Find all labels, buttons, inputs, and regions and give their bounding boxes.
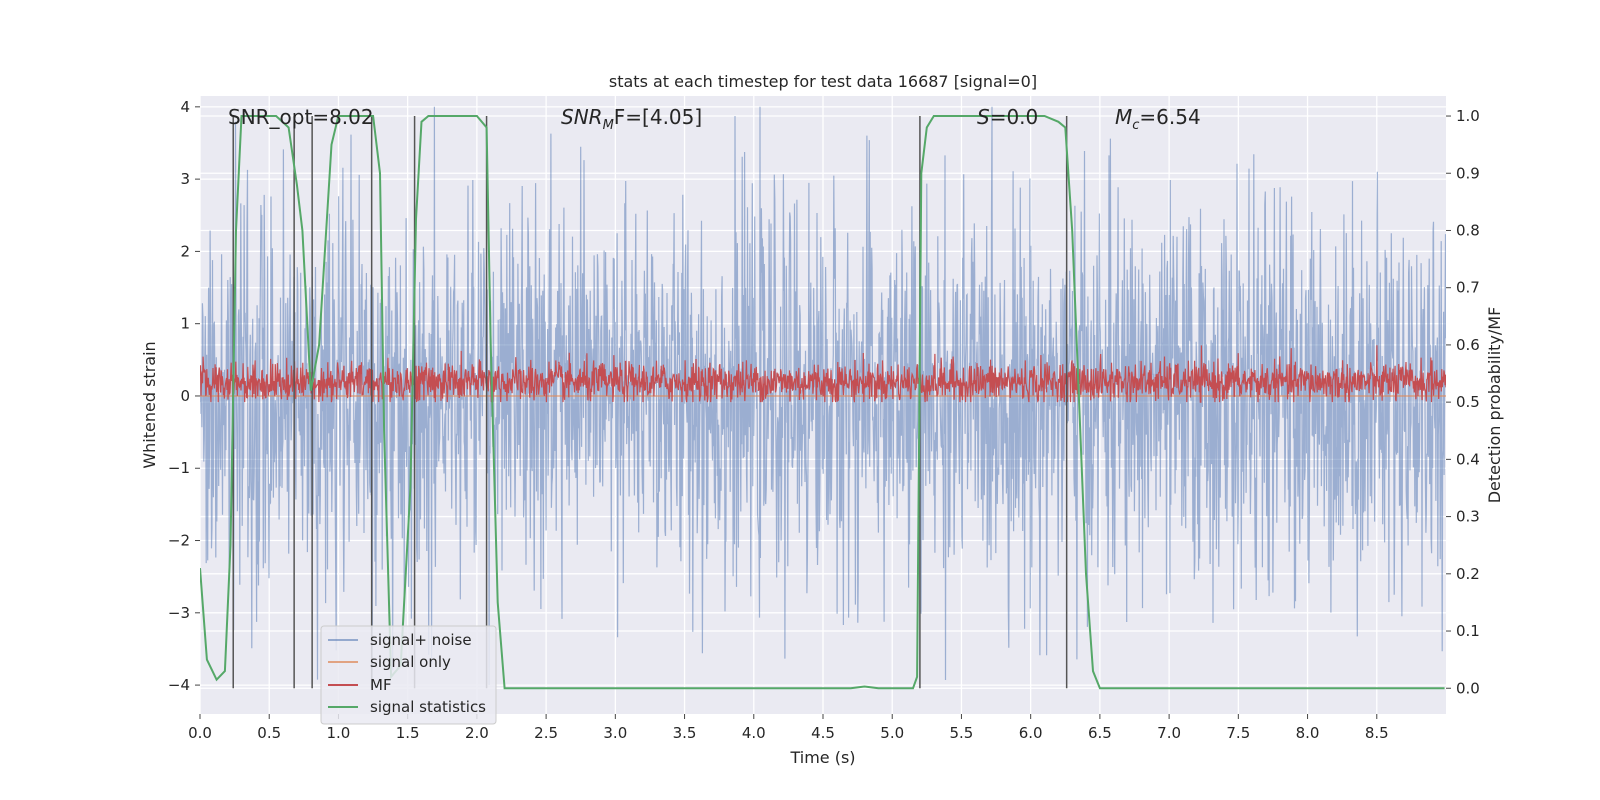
y-axis-left-label: Whitened strain: [140, 341, 159, 468]
y-right-tick-label: 1.0: [1456, 107, 1480, 125]
x-tick-label: 7.5: [1226, 724, 1250, 742]
x-tick-label: 1.0: [327, 724, 351, 742]
x-tick-label: 1.5: [396, 724, 420, 742]
annotation-mc-sub: c: [1132, 118, 1139, 133]
x-tick-label: 5.0: [880, 724, 904, 742]
y-left-tick-label: 1: [180, 315, 190, 333]
y-left-tick-label: −3: [168, 604, 190, 622]
x-tick-label: 4.5: [811, 724, 835, 742]
x-tick-label: 0.0: [188, 724, 212, 742]
y-right-tick-label: 0.0: [1456, 679, 1480, 697]
series-mf: [200, 345, 1446, 403]
chart-title: stats at each timestep for test data 166…: [609, 72, 1037, 91]
annotation-snr-opt: SNR_opt=8.02: [228, 105, 374, 129]
legend: signal+ noise signal only MF signal stat…: [320, 625, 497, 725]
annotation-snr-mf-pre: SNR: [561, 105, 603, 129]
y-right-tick-label: 0.4: [1456, 450, 1480, 468]
y-left-tick-label: 2: [180, 242, 190, 260]
ticks-layer: 0.0 0.5 1.0 1.5 2.0 2.5 3.0 3.5 4.0 4.5 5.0 5.5 6.0 6…: [168, 98, 1480, 742]
legend-box: [320, 625, 497, 725]
x-tick-label: 3.0: [603, 724, 627, 742]
x-tick-label: 2.0: [465, 724, 489, 742]
y-left-tick-label: −1: [168, 459, 190, 477]
x-tick-label: 7.0: [1157, 724, 1181, 742]
annotation-snr-mf-sub: M: [603, 118, 614, 133]
annotation-s: S=0.0: [977, 105, 1038, 129]
y-right-tick-label: 0.9: [1456, 164, 1480, 182]
x-tick-label: 6.0: [1019, 724, 1043, 742]
x-tick-label: 2.5: [534, 724, 558, 742]
legend-label-signal-statistics: signal statistics: [370, 698, 486, 716]
y-right-tick-label: 0.5: [1456, 393, 1480, 411]
y-left-tick-label: −2: [168, 532, 190, 550]
y-right-tick-label: 0.3: [1456, 508, 1480, 526]
y-axis-right-label: Detection probability/MF: [1485, 307, 1504, 504]
series-signal-statistics: [200, 115, 1445, 690]
x-tick-label: 0.5: [257, 724, 281, 742]
y-right-tick-label: 0.2: [1456, 565, 1480, 583]
x-axis-label: Time (s): [789, 748, 855, 767]
annotation-mc-post: =6.54: [1139, 105, 1200, 129]
y-left-tick-label: −4: [168, 676, 190, 694]
x-tick-label: 5.5: [950, 724, 974, 742]
y-left-tick-label: 0: [180, 387, 190, 405]
y-left-tick-label: 3: [180, 170, 190, 188]
y-left-tick-label: 4: [180, 98, 190, 116]
annotation-snr-mf: SNRMF=[4.05]: [561, 105, 702, 133]
x-tick-label: 8.5: [1365, 724, 1389, 742]
x-tick-label: 6.5: [1088, 724, 1112, 742]
annotation-snr-mf-post: F=[4.05]: [614, 105, 702, 129]
annotation-mc-pre: M: [1115, 105, 1132, 129]
y-right-tick-label: 0.7: [1456, 279, 1480, 297]
legend-label-signal-only: signal only: [370, 653, 451, 671]
legend-label-mf: MF: [370, 676, 392, 694]
annotation-s-pre: S: [977, 105, 990, 129]
y-right-tick-label: 0.1: [1456, 622, 1480, 640]
x-tick-label: 4.0: [742, 724, 766, 742]
x-tick-label: 3.5: [673, 724, 697, 742]
x-tick-label: 8.0: [1296, 724, 1320, 742]
y-right-tick-label: 0.6: [1456, 336, 1480, 354]
annotation-mc: Mc=6.54: [1115, 105, 1201, 133]
annotation-s-post: =0.0: [990, 105, 1039, 129]
y-right-tick-label: 0.8: [1456, 221, 1480, 239]
plot-layer: [200, 106, 1446, 690]
legend-label-signal-noise: signal+ noise: [370, 631, 472, 649]
